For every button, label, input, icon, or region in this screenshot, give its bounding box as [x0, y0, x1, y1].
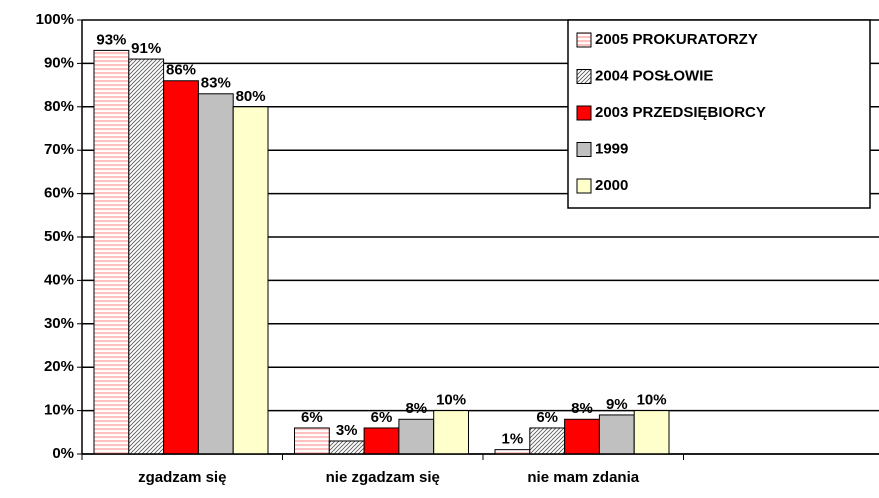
data-label: 8% — [571, 400, 593, 417]
bar — [598, 414, 635, 455]
y-tick-label: 80% — [44, 98, 74, 115]
bar — [433, 410, 470, 455]
y-tick-label: 100% — [36, 11, 74, 28]
legend-box — [567, 19, 871, 209]
legend-label: 2005 PROKURATORZY — [595, 31, 758, 48]
data-label: 83% — [201, 75, 231, 92]
bar — [128, 58, 165, 455]
x-tick-label: nie zgadzam się — [326, 469, 440, 486]
bar — [633, 410, 670, 455]
legend-label: 2000 — [595, 177, 628, 194]
bar — [398, 418, 435, 455]
data-label: 3% — [336, 422, 358, 439]
data-label: 6% — [301, 409, 323, 426]
x-tick-label: nie mam zdania — [527, 469, 639, 486]
legend-swatch — [576, 69, 592, 84]
bar — [564, 418, 600, 455]
bar — [294, 427, 330, 455]
legend-swatch — [576, 142, 592, 157]
y-tick-label: 70% — [44, 141, 74, 158]
y-tick-label: 30% — [44, 315, 74, 332]
legend-label: 2004 POSŁOWIE — [595, 67, 713, 84]
legend-swatch — [576, 105, 592, 121]
data-label: 9% — [606, 396, 628, 413]
data-label: 91% — [131, 40, 161, 57]
bar — [93, 49, 130, 455]
bar — [197, 93, 234, 455]
data-label: 10% — [436, 392, 466, 409]
y-tick-label: 20% — [44, 358, 74, 375]
y-tick-label: 90% — [44, 54, 74, 71]
x-tick-label: zgadzam się — [138, 469, 226, 486]
y-tick-label: 40% — [44, 271, 74, 288]
bar — [163, 80, 199, 455]
legend-swatch — [576, 178, 592, 194]
y-tick-label: 50% — [44, 228, 74, 245]
bar — [363, 427, 400, 455]
legend-label: 1999 — [595, 140, 628, 157]
data-label: 6% — [536, 409, 558, 426]
data-label: 10% — [637, 392, 667, 409]
bar — [328, 440, 365, 455]
data-label: 1% — [502, 431, 524, 448]
data-label: 93% — [96, 31, 126, 48]
bar — [529, 427, 566, 455]
y-tick-label: 0% — [52, 445, 74, 462]
y-tick-label: 60% — [44, 185, 74, 202]
data-label: 8% — [405, 400, 427, 417]
legend-swatch — [576, 32, 592, 48]
data-label: 86% — [166, 62, 196, 79]
y-tick-label: 10% — [44, 402, 74, 419]
legend-label: 2003 PRZEDSIĘBIORCY — [595, 104, 766, 121]
data-label: 80% — [236, 88, 266, 105]
bar — [232, 106, 269, 455]
data-label: 6% — [371, 409, 393, 426]
